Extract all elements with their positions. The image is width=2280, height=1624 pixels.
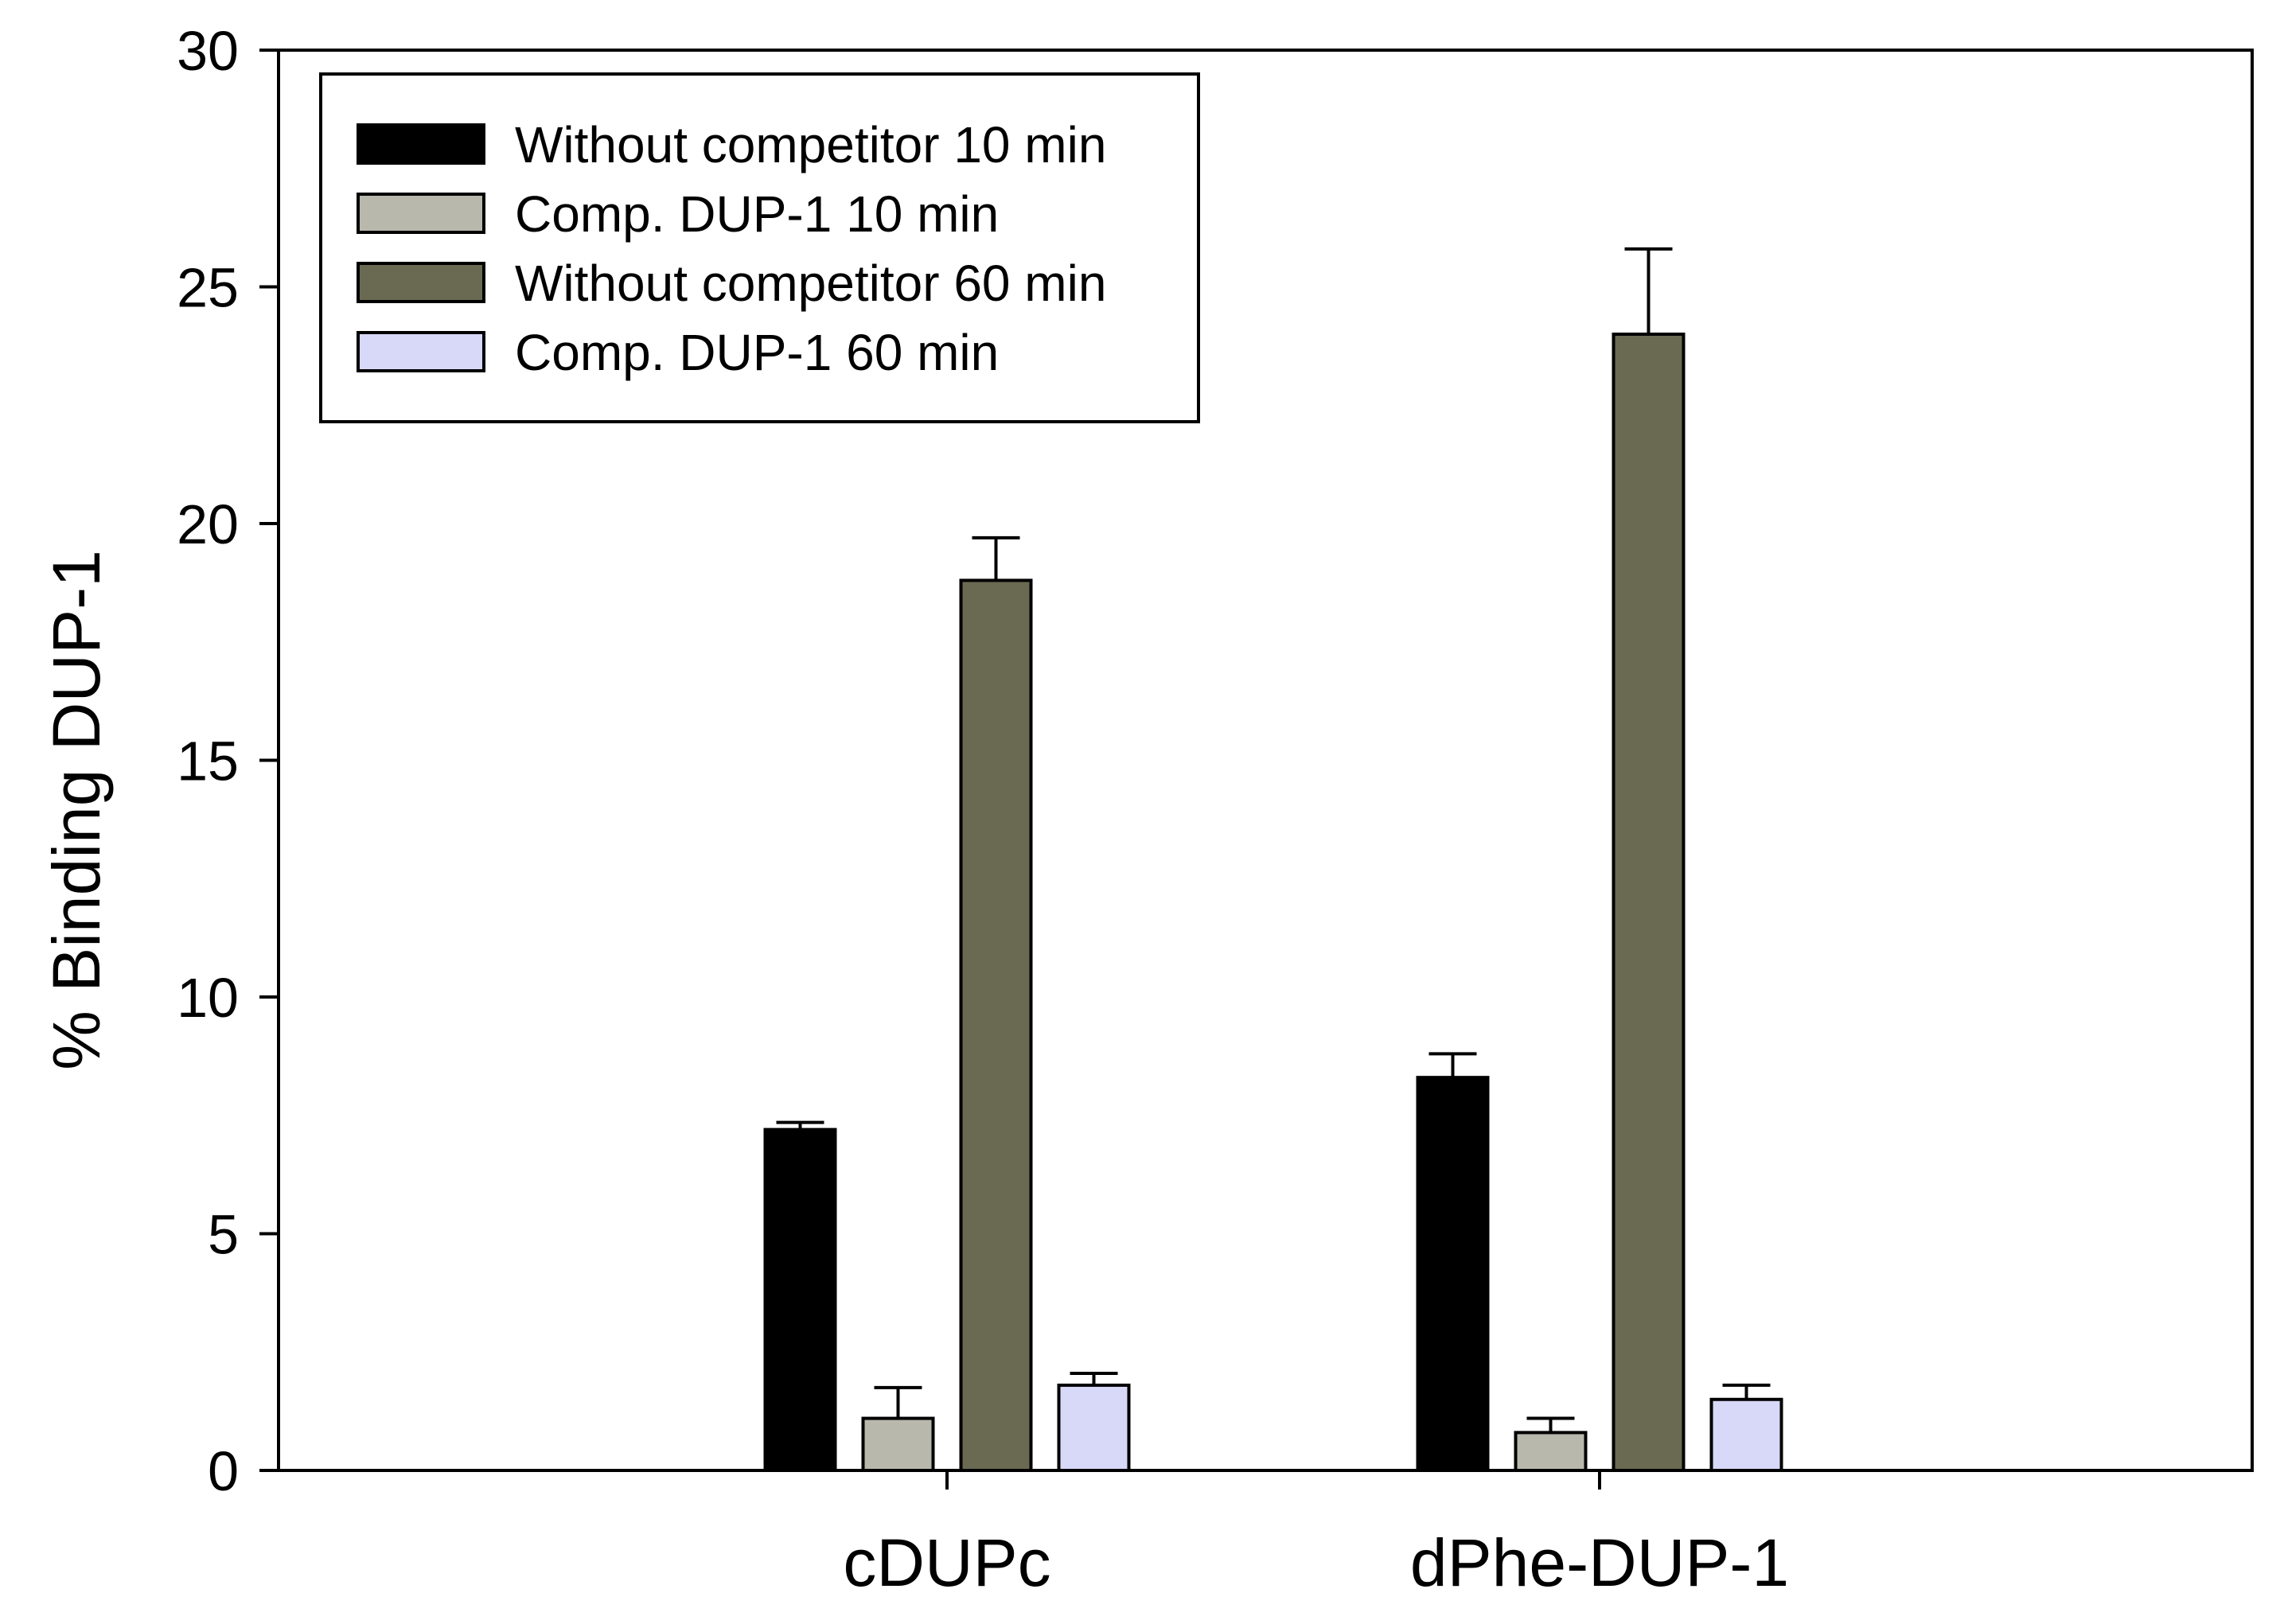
bar (763, 1127, 837, 1472)
legend-label: Comp. DUP-1 10 min (515, 185, 999, 243)
legend-label: Comp. DUP-1 60 min (515, 324, 999, 381)
legend-label: Without competitor 10 min (515, 116, 1106, 173)
x-category-label: dPhe-DUP-1 (1410, 1525, 1789, 1600)
legend-label: Without competitor 60 min (515, 255, 1106, 312)
bar (1057, 1383, 1131, 1473)
bar (1709, 1397, 1783, 1472)
error-bars-group (776, 247, 1771, 1433)
x-category-label: cDUPc (843, 1525, 1050, 1600)
y-tick-label: 30 (177, 20, 239, 82)
legend: Without competitor 10 min Comp. DUP-1 10 … (319, 72, 1200, 423)
y-tick-label: 20 (177, 493, 239, 555)
bar (1416, 1076, 1490, 1473)
legend-swatch (357, 262, 485, 303)
legend-swatch (357, 331, 485, 372)
y-tick-label: 0 (208, 1440, 239, 1502)
bar (1514, 1431, 1588, 1473)
x-axis: cDUPc dPhe-DUP-1 (843, 1470, 1789, 1600)
y-tick-label: 25 (177, 257, 239, 319)
legend-swatch (357, 193, 485, 234)
legend-swatch (357, 123, 485, 165)
y-tick-label: 10 (177, 967, 239, 1029)
bars-group (763, 333, 1783, 1473)
y-axis: 0 5 10 15 20 25 30 (177, 20, 279, 1502)
y-tick-label: 5 (208, 1204, 239, 1266)
y-tick-label: 15 (177, 730, 239, 793)
bar (1612, 333, 1686, 1472)
bar (861, 1416, 935, 1473)
bar (959, 578, 1033, 1472)
y-axis-label: % Binding DUP-1 (39, 550, 114, 1070)
